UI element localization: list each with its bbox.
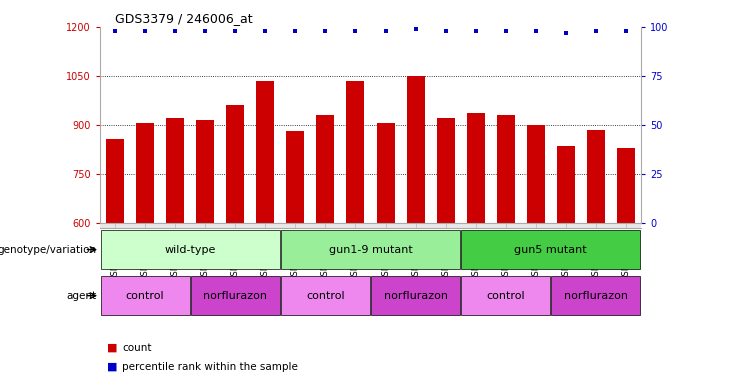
Point [620,28,632,34]
Bar [436,118,455,223]
Bar [190,276,280,315]
Bar [496,115,515,223]
Text: wild-type: wild-type [165,245,216,255]
Point [230,28,242,34]
Bar [281,230,460,269]
Point [139,28,151,34]
Bar [527,125,545,223]
Text: control: control [486,291,525,301]
Text: control: control [126,291,165,301]
Point [590,28,602,34]
Bar [281,276,370,315]
Point [439,28,451,34]
Bar [166,118,185,223]
Bar [347,81,365,223]
Bar [106,139,124,223]
Bar [286,131,305,223]
Text: percentile rank within the sample: percentile rank within the sample [122,362,298,372]
Text: ■: ■ [107,362,118,372]
Point [499,28,511,34]
Bar [101,230,280,269]
Bar [226,105,245,223]
Bar [617,148,635,223]
Bar [461,276,551,315]
Bar [371,276,460,315]
Point [259,28,271,34]
Text: norflurazon: norflurazon [384,291,448,301]
Bar [587,130,605,223]
Point [109,28,121,34]
Point [169,28,181,34]
Text: gun5 mutant: gun5 mutant [514,245,587,255]
Point [199,28,211,34]
Point [470,28,482,34]
Point [530,28,542,34]
Point [379,28,391,34]
Text: ■: ■ [107,343,118,353]
Point [290,28,302,34]
Bar [467,113,485,223]
Text: genotype/variation: genotype/variation [0,245,96,255]
Text: gun1-9 mutant: gun1-9 mutant [328,245,413,255]
Bar [316,115,334,223]
Bar [376,123,394,223]
Text: count: count [122,343,152,353]
Bar [556,146,575,223]
Text: GDS3379 / 246006_at: GDS3379 / 246006_at [115,12,253,25]
Bar [196,120,214,223]
Text: control: control [306,291,345,301]
Bar [136,123,154,223]
Bar [101,276,190,315]
Text: agent: agent [66,291,96,301]
Bar [461,230,640,269]
Text: norflurazon: norflurazon [203,291,268,301]
Point [410,26,422,32]
Point [560,30,572,36]
Bar [551,276,640,315]
Bar [407,76,425,223]
Point [350,28,362,34]
Text: norflurazon: norflurazon [564,291,628,301]
Bar [256,81,274,223]
Point [319,28,331,34]
